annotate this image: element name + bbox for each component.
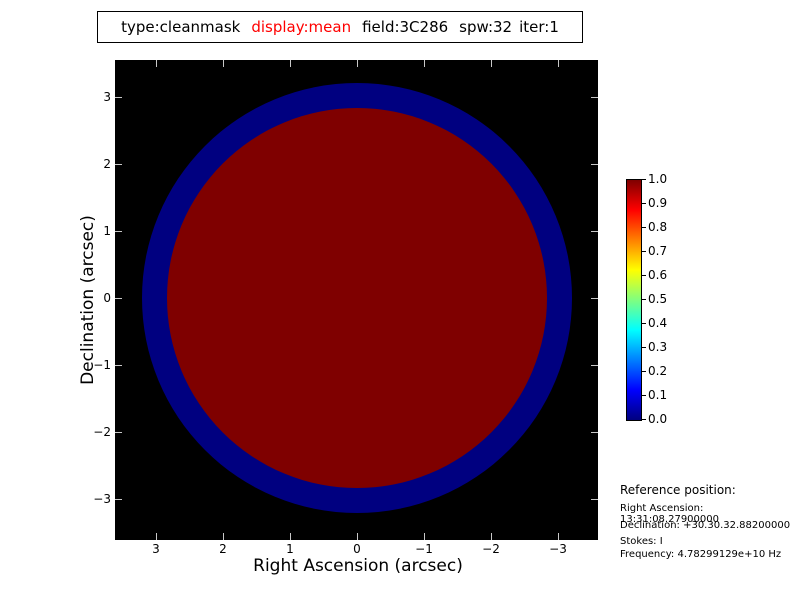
plot-area xyxy=(115,60,598,540)
colorbar-tick-label: 0.6 xyxy=(648,268,668,282)
colorbar-tick-mark xyxy=(641,347,646,348)
y-tick-mark xyxy=(115,298,122,299)
x-tick-mark xyxy=(558,60,559,67)
colorbar-tick-label: 0.8 xyxy=(648,220,668,234)
colorbar-tick-label: 0.7 xyxy=(648,244,668,258)
y-tick-label: −1 xyxy=(93,358,111,372)
x-tick-mark xyxy=(424,60,425,67)
title-segment-spw: spw:32 xyxy=(459,18,513,36)
x-tick-mark xyxy=(156,60,157,67)
colorbar xyxy=(626,179,642,421)
y-tick-mark xyxy=(115,231,122,232)
colorbar-tick-mark xyxy=(641,395,646,396)
x-tick-mark xyxy=(491,60,492,67)
colorbar-tick-mark xyxy=(641,179,646,180)
x-tick-label: 3 xyxy=(152,542,160,556)
y-tick-label: 0 xyxy=(103,291,111,305)
mask-disk-circle xyxy=(167,108,547,488)
y-tick-mark xyxy=(115,97,122,98)
x-tick-mark xyxy=(558,533,559,540)
x-tick-mark xyxy=(357,533,358,540)
x-tick-label: 2 xyxy=(219,542,227,556)
x-tick-label: −2 xyxy=(482,542,500,556)
y-tick-label: 2 xyxy=(103,157,111,171)
colorbar-tick-mark xyxy=(641,323,646,324)
colorbar-tick-mark xyxy=(641,299,646,300)
reference-declination: Declination: +30.30.32.88200000 xyxy=(620,520,791,531)
y-tick-mark xyxy=(115,365,122,366)
x-tick-mark xyxy=(290,533,291,540)
x-tick-mark xyxy=(290,60,291,67)
x-tick-label: 1 xyxy=(286,542,294,556)
colorbar-tick-label: 0.9 xyxy=(648,196,668,210)
x-tick-mark xyxy=(223,533,224,540)
reference-right-ascension: Right Ascension: 13:31:08.27900000 xyxy=(620,503,719,525)
y-axis-label: Declination (arcsec) xyxy=(78,215,98,385)
y-tick-mark xyxy=(591,97,598,98)
y-tick-mark xyxy=(591,298,598,299)
colorbar-tick-label: 1.0 xyxy=(648,172,668,186)
colorbar-tick-label: 0.0 xyxy=(648,412,668,426)
y-tick-mark xyxy=(591,164,598,165)
title-segment-field: field:3C286 xyxy=(362,18,449,36)
y-tick-label: −3 xyxy=(93,492,111,506)
title-segment-type: type:cleanmask xyxy=(121,18,241,36)
colorbar-tick-mark xyxy=(641,371,646,372)
y-tick-mark xyxy=(591,432,598,433)
x-tick-mark xyxy=(424,533,425,540)
y-tick-mark xyxy=(591,365,598,366)
title-segment-iter: iter:1 xyxy=(519,18,559,36)
colorbar-tick-label: 0.5 xyxy=(648,292,668,306)
x-tick-mark xyxy=(223,60,224,67)
x-tick-mark xyxy=(491,533,492,540)
x-tick-label: −1 xyxy=(415,542,433,556)
colorbar-tick-label: 0.2 xyxy=(648,364,668,378)
x-tick-mark xyxy=(156,533,157,540)
title-segment-display: display:mean xyxy=(251,18,352,36)
y-tick-mark xyxy=(115,432,122,433)
x-axis-label: Right Ascension (arcsec) xyxy=(253,556,463,576)
y-tick-label: 1 xyxy=(103,224,111,238)
colorbar-tick-mark xyxy=(641,227,646,228)
y-tick-label: −2 xyxy=(93,425,111,439)
x-tick-label: −3 xyxy=(549,542,567,556)
plot-title-box: type:cleanmask display:mean field:3C286 … xyxy=(97,11,583,43)
y-tick-mark xyxy=(591,231,598,232)
y-tick-label: 3 xyxy=(103,90,111,104)
colorbar-tick-label: 0.1 xyxy=(648,388,668,402)
y-tick-mark xyxy=(591,499,598,500)
reference-position-heading: Reference position: xyxy=(620,483,736,497)
reference-stokes: Stokes: I xyxy=(620,536,663,547)
colorbar-tick-mark xyxy=(641,203,646,204)
reference-frequency: Frequency: 4.78299129e+10 Hz xyxy=(620,549,782,560)
colorbar-tick-mark xyxy=(641,419,646,420)
y-tick-mark xyxy=(115,499,122,500)
x-tick-mark xyxy=(357,60,358,67)
y-tick-mark xyxy=(115,164,122,165)
x-tick-label: 0 xyxy=(353,542,361,556)
colorbar-tick-label: 0.4 xyxy=(648,316,668,330)
colorbar-tick-label: 0.3 xyxy=(648,340,668,354)
colorbar-tick-mark xyxy=(641,275,646,276)
colorbar-tick-mark xyxy=(641,251,646,252)
